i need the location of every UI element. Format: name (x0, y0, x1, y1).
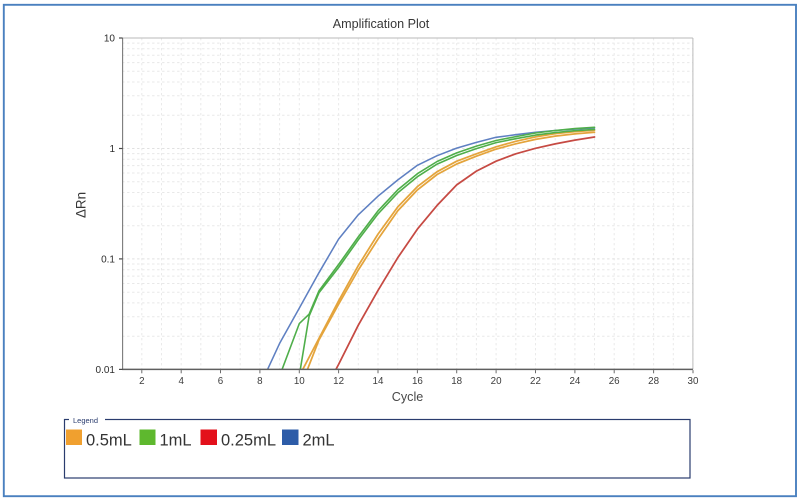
svg-text:Amplification Plot: Amplification Plot (333, 17, 430, 31)
svg-text:ΔRn: ΔRn (74, 192, 89, 218)
svg-text:28: 28 (648, 376, 659, 387)
svg-text:18: 18 (451, 376, 462, 387)
svg-text:0.25mL: 0.25mL (221, 431, 276, 449)
svg-text:26: 26 (609, 376, 620, 387)
svg-text:Cycle: Cycle (392, 390, 424, 404)
svg-text:Legend: Legend (73, 416, 98, 425)
svg-text:0.5mL: 0.5mL (86, 431, 132, 449)
svg-text:0.01: 0.01 (96, 365, 116, 376)
svg-text:2: 2 (139, 376, 144, 387)
svg-text:6: 6 (218, 376, 224, 387)
svg-text:8: 8 (257, 376, 263, 387)
svg-text:2mL: 2mL (303, 431, 335, 449)
svg-text:1: 1 (109, 144, 115, 155)
svg-text:16: 16 (412, 376, 423, 387)
svg-text:4: 4 (178, 376, 184, 387)
svg-text:20: 20 (491, 376, 502, 387)
svg-text:10: 10 (104, 33, 116, 44)
svg-text:14: 14 (373, 376, 384, 387)
svg-text:12: 12 (333, 376, 344, 387)
svg-text:24: 24 (569, 376, 580, 387)
svg-text:0.1: 0.1 (101, 254, 115, 265)
svg-text:30: 30 (688, 376, 699, 387)
svg-text:1mL: 1mL (160, 431, 192, 449)
svg-text:10: 10 (294, 376, 305, 387)
svg-text:22: 22 (530, 376, 541, 387)
